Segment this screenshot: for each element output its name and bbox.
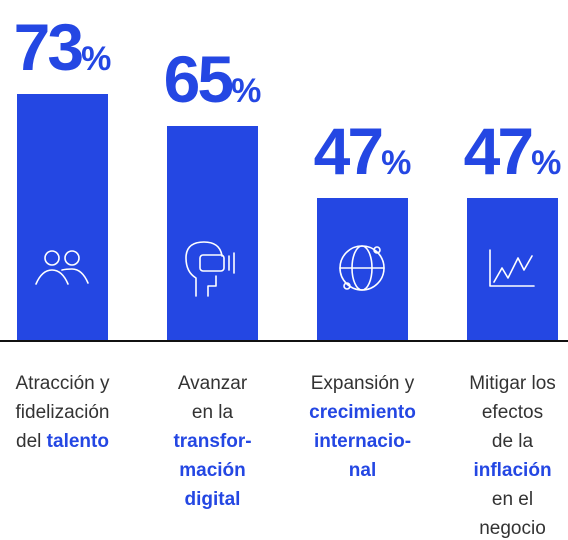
bar — [167, 126, 258, 341]
category-highlight: nal — [349, 460, 376, 481]
value-label: 73% — [14, 10, 112, 84]
category-text: fidelización — [16, 402, 110, 423]
category-label: transfor- — [173, 431, 251, 452]
category-text: Expansión y — [311, 373, 415, 394]
category-highlight: digital — [185, 489, 241, 510]
category-label: Avanzar — [178, 373, 248, 394]
value-number: 47 — [314, 114, 382, 188]
category-highlight: talento — [47, 431, 109, 452]
category-highlight: transfor- — [173, 431, 251, 452]
category-text: del — [16, 431, 47, 452]
category-label: digital — [185, 489, 241, 510]
category-label: inflación — [473, 460, 551, 481]
category-label: Atracción y — [16, 373, 110, 394]
category-label: crecimiento — [309, 402, 416, 423]
category-text: Avanzar — [178, 373, 248, 394]
icon-globe — [339, 245, 385, 291]
value-label: 47% — [314, 114, 412, 188]
value-unit: % — [531, 144, 561, 182]
category-label: en el — [492, 489, 533, 510]
category-label: fidelización — [16, 402, 110, 423]
value-number: 73 — [14, 10, 83, 84]
value-label: 47% — [464, 114, 562, 188]
category-highlight: inflación — [473, 460, 551, 481]
icon-line-chart — [489, 249, 535, 287]
category-highlight: crecimiento — [309, 402, 416, 423]
category-highlight: mación — [179, 460, 246, 481]
bar — [317, 198, 408, 341]
category-text: en el — [492, 489, 533, 510]
bar — [17, 94, 108, 341]
value-label: 65% — [164, 42, 262, 116]
category-label: internacio- — [314, 431, 411, 452]
category-label: nal — [349, 460, 376, 481]
category-highlight: internacio- — [314, 431, 411, 452]
category-label: de la — [492, 431, 534, 452]
value-unit: % — [231, 72, 261, 110]
value-number: 65 — [164, 42, 233, 116]
category-text: de la — [492, 431, 534, 452]
category-text: negocio — [479, 518, 546, 539]
category-label: Expansión y — [311, 373, 415, 394]
category-label: en la — [192, 402, 234, 423]
category-label: del talento — [16, 431, 109, 452]
category-text: efectos — [482, 402, 543, 423]
category-text: Mitigar los — [469, 373, 556, 394]
category-label: efectos — [482, 402, 543, 423]
category-label: Mitigar los — [469, 373, 556, 394]
value-number: 47 — [464, 114, 532, 188]
category-text: en la — [192, 402, 234, 423]
icon-people — [35, 250, 89, 285]
value-unit: % — [381, 144, 411, 182]
icon-vr — [185, 241, 235, 297]
category-label: negocio — [479, 518, 546, 539]
category-label: mación — [179, 460, 246, 481]
category-text: Atracción y — [16, 373, 110, 394]
value-unit: % — [81, 40, 111, 78]
